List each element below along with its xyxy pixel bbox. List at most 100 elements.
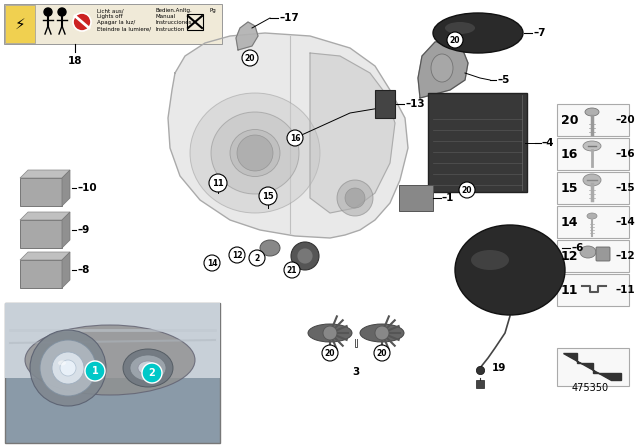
Text: –6: –6 <box>571 243 584 253</box>
FancyBboxPatch shape <box>4 4 222 44</box>
Text: –15: –15 <box>615 183 635 193</box>
Text: 12: 12 <box>232 250 243 259</box>
Ellipse shape <box>455 225 565 315</box>
Text: Apagar la luz/: Apagar la luz/ <box>97 21 135 26</box>
Polygon shape <box>62 170 70 206</box>
Ellipse shape <box>587 213 597 219</box>
Text: 19: 19 <box>492 363 506 373</box>
Text: 16: 16 <box>561 147 579 160</box>
Polygon shape <box>418 40 468 98</box>
Text: –13: –13 <box>405 99 424 109</box>
Text: 2: 2 <box>148 368 156 378</box>
Ellipse shape <box>433 13 523 53</box>
Text: –14: –14 <box>615 217 635 227</box>
FancyBboxPatch shape <box>5 5 35 43</box>
Text: –7: –7 <box>533 28 545 38</box>
Ellipse shape <box>260 240 280 256</box>
Polygon shape <box>563 353 621 380</box>
Text: –16: –16 <box>615 149 635 159</box>
Circle shape <box>85 361 105 381</box>
FancyBboxPatch shape <box>20 178 62 206</box>
Text: 11: 11 <box>212 178 224 188</box>
Text: 21: 21 <box>287 266 297 275</box>
Polygon shape <box>168 33 408 238</box>
Text: –4: –4 <box>542 138 554 148</box>
Circle shape <box>60 360 76 376</box>
Text: –20: –20 <box>615 115 635 125</box>
Polygon shape <box>310 53 395 213</box>
Ellipse shape <box>230 129 280 177</box>
Text: –8: –8 <box>77 265 90 275</box>
Text: 20: 20 <box>324 349 335 358</box>
FancyBboxPatch shape <box>557 138 629 170</box>
Text: 3: 3 <box>353 367 360 377</box>
Ellipse shape <box>211 112 299 194</box>
Circle shape <box>237 135 273 171</box>
Text: 20: 20 <box>450 35 460 44</box>
Polygon shape <box>236 22 258 50</box>
Text: 15: 15 <box>561 181 579 194</box>
FancyBboxPatch shape <box>399 185 433 211</box>
FancyBboxPatch shape <box>5 303 220 378</box>
Circle shape <box>284 262 300 278</box>
Ellipse shape <box>580 246 596 258</box>
Circle shape <box>30 330 106 406</box>
Ellipse shape <box>130 355 166 381</box>
Ellipse shape <box>123 349 173 387</box>
FancyBboxPatch shape <box>557 172 629 204</box>
FancyBboxPatch shape <box>20 220 62 248</box>
Ellipse shape <box>471 250 509 270</box>
Text: Instruction: Instruction <box>155 26 184 32</box>
Ellipse shape <box>585 108 599 116</box>
Text: Pg: Pg <box>209 8 216 13</box>
Text: 12: 12 <box>561 250 579 263</box>
Circle shape <box>242 50 258 66</box>
Circle shape <box>291 242 319 270</box>
Circle shape <box>209 174 227 192</box>
FancyBboxPatch shape <box>557 206 629 238</box>
Text: –11: –11 <box>615 285 635 295</box>
Text: 2: 2 <box>254 254 260 263</box>
FancyBboxPatch shape <box>557 104 629 136</box>
Circle shape <box>40 340 96 396</box>
Text: –9: –9 <box>77 225 89 235</box>
Text: 18: 18 <box>68 56 83 66</box>
Ellipse shape <box>583 141 601 151</box>
Circle shape <box>297 248 313 264</box>
Text: Lights off: Lights off <box>97 14 123 19</box>
Text: Bedien.Anltg.: Bedien.Anltg. <box>155 8 192 13</box>
Ellipse shape <box>58 361 66 366</box>
Ellipse shape <box>360 324 404 342</box>
Text: 20: 20 <box>244 53 255 63</box>
Circle shape <box>73 13 91 31</box>
FancyBboxPatch shape <box>596 247 610 261</box>
Circle shape <box>259 187 277 205</box>
Text: Eteindre la lumiere/: Eteindre la lumiere/ <box>97 26 151 32</box>
Text: –5: –5 <box>497 75 509 85</box>
Ellipse shape <box>375 326 389 340</box>
Circle shape <box>44 8 52 16</box>
FancyBboxPatch shape <box>557 274 629 306</box>
Text: 14: 14 <box>207 258 217 267</box>
Circle shape <box>287 130 303 146</box>
Circle shape <box>345 188 365 208</box>
Text: 1: 1 <box>92 366 99 376</box>
Text: Instrucciones: Instrucciones <box>155 21 191 26</box>
FancyBboxPatch shape <box>5 303 220 443</box>
Text: Licht aus/: Licht aus/ <box>97 8 124 13</box>
Circle shape <box>204 255 220 271</box>
Circle shape <box>58 8 66 16</box>
Text: Manual: Manual <box>155 14 175 19</box>
Circle shape <box>447 32 463 48</box>
FancyBboxPatch shape <box>557 240 629 272</box>
Ellipse shape <box>190 93 320 213</box>
FancyBboxPatch shape <box>476 380 484 388</box>
Circle shape <box>142 363 162 383</box>
Ellipse shape <box>323 326 337 340</box>
Text: 16: 16 <box>290 134 300 142</box>
Text: –17: –17 <box>279 13 299 23</box>
Text: –12: –12 <box>615 251 635 261</box>
Ellipse shape <box>445 22 475 34</box>
Polygon shape <box>20 252 70 260</box>
Polygon shape <box>62 212 70 248</box>
